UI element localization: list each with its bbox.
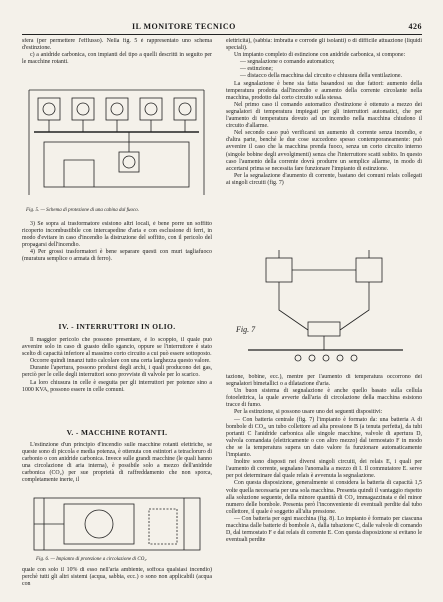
section-heading: IV. - INTERRUTTORI IN OLIO. — [58, 322, 176, 331]
paragraph: Con questa disposizione, generalmente si… — [226, 480, 422, 515]
paragraph: La loro chiusura in celle è eseguita per… — [22, 379, 212, 393]
text-block: quale con solo il 10% di esso nell'aria … — [22, 567, 212, 600]
paragraph: L'estinzione d'un principio d'incendio s… — [22, 442, 212, 484]
paragraph: 3) Se sopra al trasformatore esistono al… — [22, 221, 212, 249]
paragraph: Un buon sistema di segnalazione è anche … — [226, 388, 422, 409]
text-block: Il maggior pericolo che possono presenta… — [22, 337, 212, 423]
list-item: — segnalazione o comando automatico; — [240, 59, 335, 66]
section-heading: V. - MACCHINE ROTANTI. — [66, 428, 168, 437]
figure-caption: Fig. 5. — Schema di protezione di una ca… — [26, 208, 139, 213]
paragraph: Per la estinzione, si possono usare uno … — [234, 409, 383, 416]
journal-title: IL MONITORE TECNICO — [132, 22, 236, 31]
paragraph: sfera (per permettere l'efflusso). Nella… — [22, 38, 212, 52]
text-block: 3) Se sopra al trasformatore esistono al… — [22, 221, 212, 321]
paragraph: Il maggior pericolo che possono presenta… — [22, 337, 212, 358]
text-block: elettricità), (sabbia: imbratta e corrod… — [226, 38, 422, 244]
paragraph: — Con batteria per ogni macchina (fig. 8… — [226, 515, 422, 544]
text-block: tazione, bobine, ecc.), mentre per l'aum… — [226, 374, 422, 600]
paragraph: 4) Per grossi trasformatori è bene separ… — [22, 249, 212, 263]
paragraph: Nel primo caso il comando automatico d'e… — [226, 101, 422, 130]
paragraph: Nel secondo caso può verificarsi un aume… — [226, 130, 422, 172]
paragraph: La segnalazione è bene sia fatta basando… — [226, 80, 422, 101]
figure-5 — [28, 89, 205, 195]
figure-6 — [33, 497, 201, 551]
paragraph: Per la segnalazione d'aumento di corrent… — [226, 172, 422, 186]
paragraph: Un impianto completo di estinzione con a… — [234, 52, 406, 59]
paragraph: Occorre quindi innanzi tutto calcolare c… — [30, 358, 211, 365]
figure-label: Fig. 7 — [236, 325, 256, 334]
paragraph: elettricità), (sabbia: imbratta e corrod… — [226, 38, 422, 52]
paragraph: — Con batteria centrale (fig. 7) l'impia… — [226, 416, 422, 459]
list-item: — estinzione; — [240, 66, 273, 73]
paragraph: quale con solo il 10% di esso nell'aria … — [22, 567, 212, 588]
paragraph: Inoltre sono disposti nei diversi singol… — [226, 459, 422, 480]
list-item: — distacco della macchina dal circuito e… — [240, 73, 402, 80]
text-block: sfera (per permettere l'efflusso). Nella… — [22, 38, 212, 74]
running-header: IL MONITORE TECNICO 426 — [22, 22, 422, 35]
text-block: L'estinzione d'un principio d'incendio s… — [22, 442, 212, 492]
page-number: 426 — [408, 22, 422, 31]
paragraph: tazione, bobine, ecc.), mentre per l'aum… — [226, 374, 422, 388]
figure-caption: Fig. 6. — Impianto di protezione a circo… — [36, 557, 148, 562]
figure-7 — [248, 250, 403, 362]
paragraph: Durante l'apertura, possono prodursi deg… — [22, 365, 212, 379]
paragraph: c) a anidride carbonica, con impianti de… — [22, 52, 212, 66]
